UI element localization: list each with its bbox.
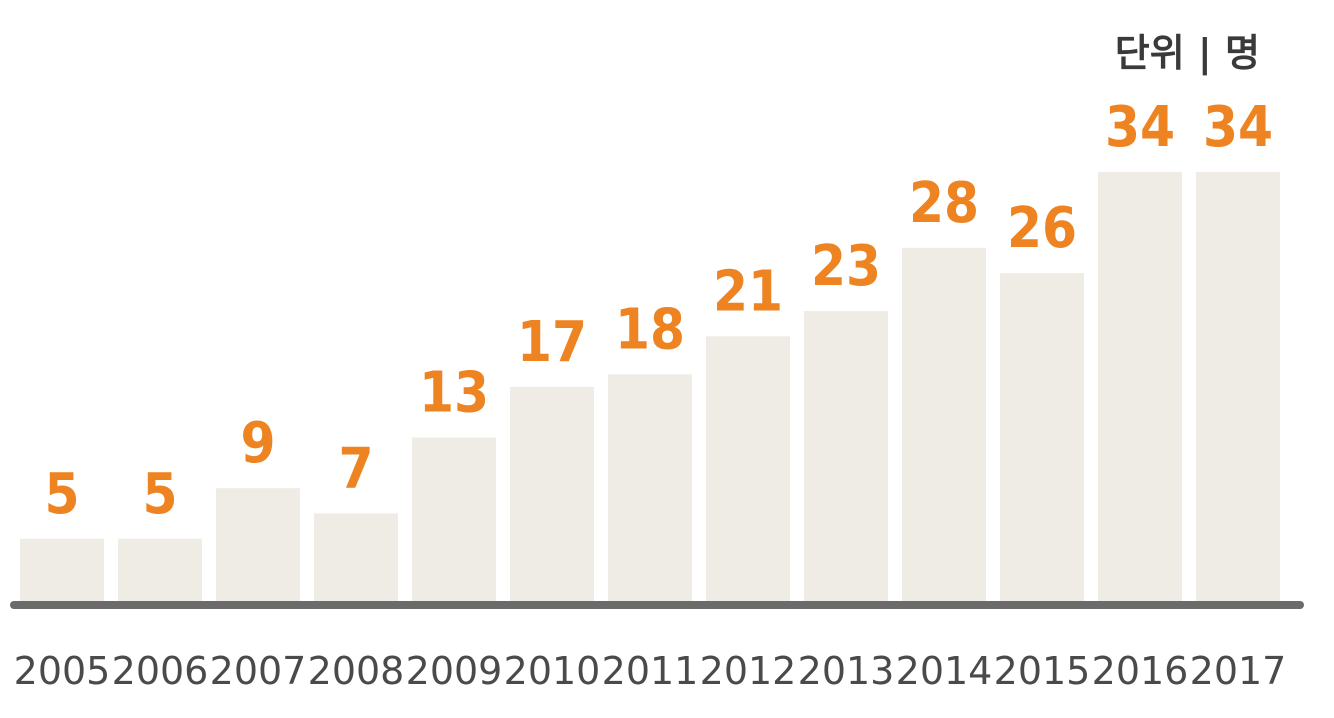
x-tick-label-2010: 2010 xyxy=(504,649,601,693)
value-label-2009: 13 xyxy=(419,361,489,426)
value-label-2013: 23 xyxy=(811,234,881,299)
bar-2007 xyxy=(216,488,300,602)
value-label-2005: 5 xyxy=(44,462,79,527)
bar-2011 xyxy=(608,374,692,602)
x-tick-label-2014: 2014 xyxy=(896,649,993,693)
unit-label: 단위 | 명 xyxy=(1114,31,1260,75)
bar-2015 xyxy=(1000,273,1084,602)
x-tick-label-2016: 2016 xyxy=(1092,649,1189,693)
bar-2009 xyxy=(412,437,496,602)
x-tick-label-2008: 2008 xyxy=(308,649,405,693)
x-tick-label-2011: 2011 xyxy=(602,649,699,693)
value-label-2011: 18 xyxy=(615,297,685,362)
x-tick-label-2017: 2017 xyxy=(1190,649,1287,693)
bar-2013 xyxy=(804,311,888,602)
value-label-2010: 17 xyxy=(517,310,587,375)
value-label-2015: 26 xyxy=(1007,196,1077,261)
x-tick-label-2009: 2009 xyxy=(406,649,503,693)
x-tick-labels-group: 2005 2006 2007 2008 2009 2010 2011 2012 2013 2014… xyxy=(14,649,1287,693)
bar-2008 xyxy=(314,513,398,602)
bar-2006 xyxy=(118,538,202,602)
x-tick-label-2006: 2006 xyxy=(112,649,209,693)
value-label-2016: 34 xyxy=(1105,95,1175,160)
bar-2010 xyxy=(510,386,594,602)
bar-2005 xyxy=(20,538,104,602)
x-tick-label-2015: 2015 xyxy=(994,649,1091,693)
bar-2014 xyxy=(902,247,986,603)
value-label-2007: 9 xyxy=(240,411,275,476)
bar-2017 xyxy=(1196,171,1280,602)
value-label-2008: 7 xyxy=(338,436,373,501)
value-label-2014: 28 xyxy=(909,171,979,236)
value-label-2012: 21 xyxy=(713,259,783,324)
bars-group xyxy=(20,171,1280,603)
x-tick-label-2013: 2013 xyxy=(798,649,895,693)
x-tick-label-2012: 2012 xyxy=(700,649,797,693)
value-label-2006: 5 xyxy=(142,462,177,527)
x-tick-label-2007: 2007 xyxy=(210,649,307,693)
value-label-2017: 34 xyxy=(1203,95,1273,160)
bar-2016 xyxy=(1098,171,1182,602)
x-tick-label-2005: 2005 xyxy=(14,649,111,693)
bar-2012 xyxy=(706,336,790,602)
